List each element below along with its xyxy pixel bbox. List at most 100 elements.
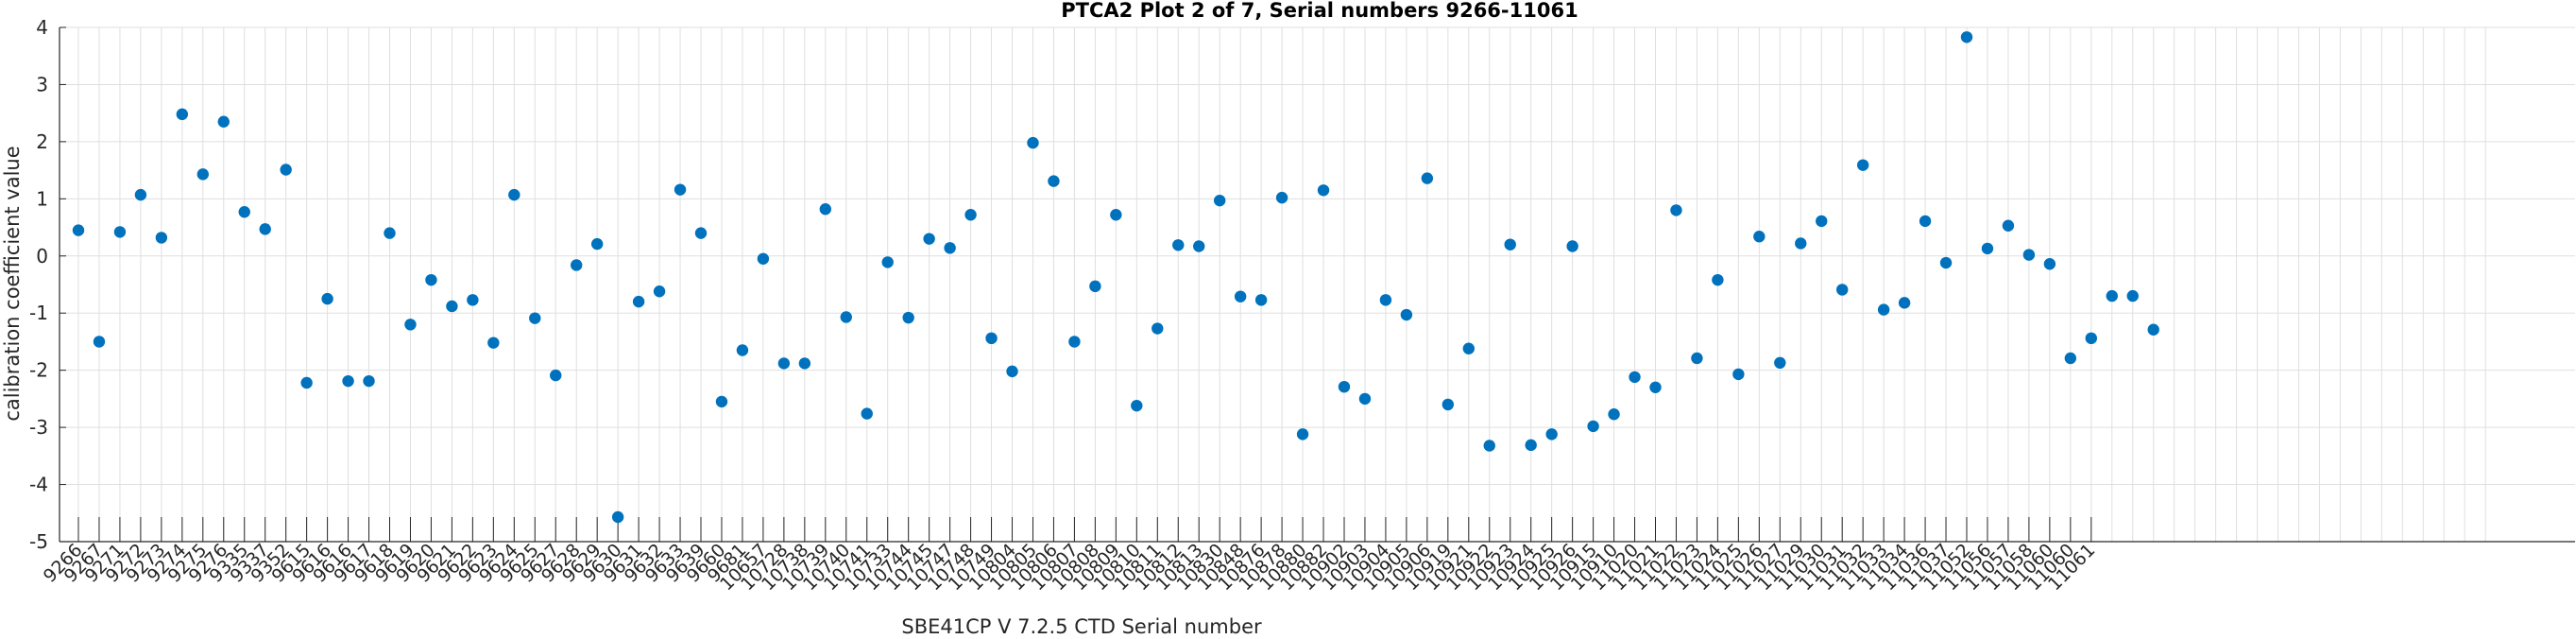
data-point	[1213, 194, 1226, 207]
data-point	[1006, 365, 1018, 378]
data-point	[1525, 439, 1537, 452]
y-tick-label: 3	[36, 73, 48, 95]
y-tick-label: 4	[36, 16, 48, 39]
y-tick-label: -5	[29, 530, 48, 553]
data-point	[113, 226, 127, 238]
data-point	[487, 337, 500, 349]
data-point	[2126, 289, 2139, 302]
data-point	[1919, 215, 1932, 228]
data-point	[1131, 399, 1143, 412]
data-point	[1483, 440, 1495, 452]
data-point	[1400, 308, 1413, 321]
data-point	[736, 344, 749, 356]
data-point	[1960, 31, 1973, 43]
data-point	[1338, 380, 1351, 393]
data-point	[467, 294, 479, 306]
y-tick-label: -1	[29, 302, 48, 324]
data-point	[155, 232, 168, 244]
data-point	[1753, 231, 1766, 243]
data-point	[1712, 273, 1724, 286]
y-tick-label: -2	[29, 359, 48, 382]
data-point	[1275, 191, 1288, 204]
data-point	[321, 292, 333, 305]
data-point	[1629, 371, 1641, 384]
data-point	[176, 108, 189, 121]
data-point	[2043, 258, 2056, 270]
y-tick-label: -3	[29, 416, 48, 439]
data-point	[1670, 204, 1682, 216]
data-point	[1939, 256, 1953, 269]
data-point	[923, 233, 935, 245]
data-point	[1898, 297, 1911, 309]
data-point	[1856, 159, 1869, 171]
y-tick-label: 1	[36, 187, 48, 210]
y-tick-label: 0	[36, 245, 48, 268]
data-point	[1068, 336, 1081, 348]
data-point	[1317, 184, 1330, 197]
data-point	[590, 237, 604, 250]
data-point	[1048, 175, 1060, 187]
data-point	[1816, 215, 1828, 228]
data-point	[1795, 237, 1807, 250]
data-point	[964, 209, 977, 221]
data-point	[280, 164, 292, 176]
data-point	[1877, 303, 1890, 316]
data-point	[611, 510, 624, 524]
data-points	[72, 31, 2159, 524]
data-point	[674, 183, 687, 196]
data-point	[861, 407, 873, 420]
data-point	[653, 285, 666, 298]
chart-title: PTCA2 Plot 2 of 7, Serial numbers 9266-1…	[1061, 0, 1578, 22]
data-point	[196, 168, 210, 181]
data-point	[2106, 289, 2118, 302]
data-point	[1774, 356, 1786, 370]
data-point	[902, 311, 914, 324]
data-point	[134, 188, 147, 201]
data-point	[1649, 381, 1662, 393]
data-point	[1296, 428, 1309, 440]
data-point	[529, 312, 541, 324]
data-point	[217, 115, 230, 128]
data-point	[798, 357, 811, 370]
data-point	[72, 224, 85, 236]
data-point	[1379, 294, 1392, 306]
data-point	[1566, 240, 1578, 252]
data-point	[508, 188, 520, 201]
data-point	[715, 395, 728, 408]
data-point	[1193, 240, 1205, 252]
data-point	[404, 319, 417, 331]
data-point	[446, 300, 458, 313]
data-point	[2002, 219, 2015, 232]
data-point	[1981, 242, 1994, 255]
data-point	[238, 206, 250, 218]
y-axis-label: calibration coefficient value	[1, 146, 24, 421]
data-point	[819, 203, 832, 216]
data-point	[1504, 238, 1516, 250]
y-tick-label: 2	[36, 130, 48, 153]
data-point	[550, 369, 562, 382]
data-point	[93, 336, 106, 348]
data-point	[777, 357, 791, 370]
data-point	[363, 374, 375, 388]
data-point	[1421, 172, 1434, 184]
data-point	[1608, 408, 1620, 421]
data-point	[1089, 280, 1101, 293]
data-point	[300, 376, 313, 389]
data-point	[571, 259, 583, 271]
data-point	[1587, 420, 1599, 433]
data-point	[1462, 342, 1475, 354]
ticks: 43210-1-2-3-4-59266926792719272927392749…	[29, 16, 2099, 595]
data-point	[1152, 322, 1164, 335]
data-point	[2022, 249, 2036, 261]
data-point	[944, 242, 956, 254]
data-point	[1732, 368, 1745, 381]
data-point	[1358, 392, 1372, 406]
data-point	[1835, 284, 1849, 296]
data-point	[1545, 428, 1558, 440]
x-axis-label: SBE41CP V 7.2.5 CTD Serial number	[901, 615, 1262, 638]
data-point	[1110, 209, 1122, 221]
data-point	[1027, 136, 1039, 149]
